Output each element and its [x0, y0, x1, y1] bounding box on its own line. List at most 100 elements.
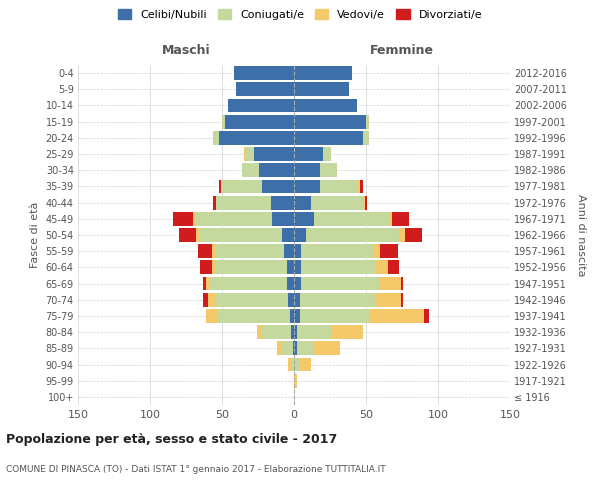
- Bar: [389, 212, 392, 226]
- Bar: [271, 196, 294, 209]
- Bar: [294, 212, 314, 226]
- Bar: [218, 309, 290, 323]
- Bar: [366, 115, 369, 128]
- Bar: [294, 309, 300, 323]
- Bar: [208, 293, 216, 306]
- Bar: [222, 180, 262, 194]
- Bar: [294, 326, 297, 339]
- Bar: [194, 212, 272, 226]
- Bar: [245, 147, 254, 161]
- Bar: [380, 276, 401, 290]
- Bar: [193, 212, 194, 226]
- Bar: [291, 358, 294, 372]
- Bar: [283, 228, 294, 242]
- Bar: [399, 228, 405, 242]
- Bar: [320, 180, 358, 194]
- Bar: [363, 131, 369, 144]
- Bar: [199, 228, 283, 242]
- Bar: [380, 244, 398, 258]
- Bar: [283, 342, 293, 355]
- Bar: [215, 244, 284, 258]
- Bar: [294, 98, 358, 112]
- Bar: [294, 131, 363, 144]
- Bar: [401, 276, 403, 290]
- Bar: [374, 293, 401, 306]
- Bar: [196, 228, 199, 242]
- Bar: [254, 147, 294, 161]
- Bar: [363, 196, 365, 209]
- Bar: [287, 276, 294, 290]
- Text: Femmine: Femmine: [370, 44, 434, 58]
- Bar: [221, 180, 222, 194]
- Bar: [257, 326, 262, 339]
- Bar: [203, 293, 208, 306]
- Bar: [233, 66, 294, 80]
- Bar: [294, 244, 301, 258]
- Bar: [301, 260, 376, 274]
- Bar: [294, 260, 301, 274]
- Bar: [212, 260, 215, 274]
- Bar: [297, 326, 331, 339]
- Bar: [216, 293, 288, 306]
- Bar: [365, 196, 367, 209]
- Bar: [424, 309, 430, 323]
- Bar: [262, 326, 291, 339]
- Bar: [242, 164, 259, 177]
- Bar: [203, 276, 206, 290]
- Text: COMUNE DI PINASCA (TO) - Dati ISTAT 1° gennaio 2017 - Elaborazione TUTTITALIA.IT: COMUNE DI PINASCA (TO) - Dati ISTAT 1° g…: [6, 466, 386, 474]
- Y-axis label: Anni di nascita: Anni di nascita: [577, 194, 586, 276]
- Bar: [215, 260, 287, 274]
- Bar: [214, 131, 219, 144]
- Bar: [259, 164, 294, 177]
- Bar: [294, 358, 300, 372]
- Bar: [305, 228, 399, 242]
- Bar: [244, 147, 245, 161]
- Bar: [287, 260, 294, 274]
- Bar: [358, 180, 360, 194]
- Bar: [297, 342, 314, 355]
- Bar: [300, 293, 374, 306]
- Bar: [294, 180, 320, 194]
- Bar: [294, 66, 352, 80]
- Bar: [206, 309, 218, 323]
- Bar: [301, 276, 380, 290]
- Text: Maschi: Maschi: [161, 44, 211, 58]
- Bar: [376, 260, 388, 274]
- Bar: [291, 326, 294, 339]
- Bar: [314, 212, 389, 226]
- Bar: [294, 82, 349, 96]
- Bar: [212, 244, 215, 258]
- Bar: [294, 147, 323, 161]
- Bar: [288, 293, 294, 306]
- Bar: [272, 212, 294, 226]
- Bar: [236, 82, 294, 96]
- Bar: [401, 293, 403, 306]
- Text: Popolazione per età, sesso e stato civile - 2017: Popolazione per età, sesso e stato civil…: [6, 432, 337, 446]
- Bar: [369, 309, 424, 323]
- Bar: [301, 244, 373, 258]
- Bar: [392, 212, 409, 226]
- Bar: [294, 115, 366, 128]
- Bar: [300, 309, 369, 323]
- Bar: [219, 180, 221, 194]
- Bar: [311, 196, 363, 209]
- Bar: [214, 196, 216, 209]
- Bar: [314, 342, 340, 355]
- Legend: Celibi/Nubili, Coniugati/e, Vedovi/e, Divorziati/e: Celibi/Nubili, Coniugati/e, Vedovi/e, Di…: [115, 6, 485, 23]
- Bar: [388, 260, 399, 274]
- Bar: [360, 180, 363, 194]
- Bar: [294, 196, 311, 209]
- Y-axis label: Fasce di età: Fasce di età: [30, 202, 40, 268]
- Bar: [216, 196, 271, 209]
- Bar: [228, 98, 294, 112]
- Bar: [288, 358, 291, 372]
- Bar: [293, 342, 294, 355]
- Bar: [294, 276, 301, 290]
- Bar: [219, 131, 294, 144]
- Bar: [206, 276, 209, 290]
- Bar: [290, 309, 294, 323]
- Bar: [294, 293, 300, 306]
- Bar: [209, 276, 287, 290]
- Bar: [284, 244, 294, 258]
- Bar: [173, 212, 193, 226]
